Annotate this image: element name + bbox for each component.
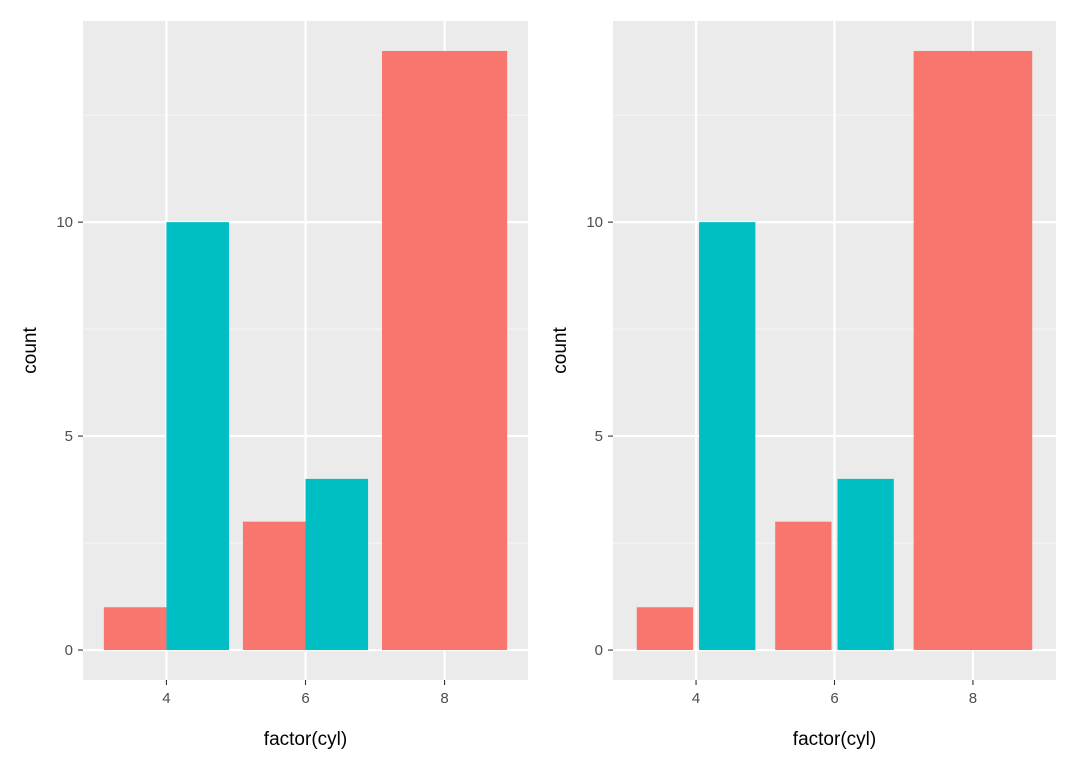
y-axis: 0 5 10 <box>56 214 83 659</box>
bar <box>103 607 167 651</box>
chart-left: 0 5 10 4 6 8 factor(cyl) count <box>20 21 528 750</box>
chart-right: 0 5 10 4 6 8 factor(cyl) count <box>550 21 1056 750</box>
y-tick-label: 0 <box>595 642 603 659</box>
y-tick-label: 0 <box>65 642 73 659</box>
y-tick-label: 5 <box>65 428 73 445</box>
x-axis: 4 6 8 <box>692 680 977 707</box>
x-axis-title: factor(cyl) <box>264 729 347 750</box>
bar <box>166 222 230 651</box>
x-tick-label: 4 <box>162 690 170 707</box>
y-axis-title: count <box>20 327 41 374</box>
x-tick-label: 6 <box>830 690 838 707</box>
bar <box>242 521 306 651</box>
x-axis: 4 6 8 <box>162 680 449 707</box>
y-tick-label: 5 <box>595 428 603 445</box>
y-axis-title: count <box>550 327 571 374</box>
bars <box>103 50 508 651</box>
y-axis: 0 5 10 <box>586 214 613 659</box>
bar <box>305 478 369 651</box>
x-axis-title: factor(cyl) <box>793 729 876 750</box>
x-tick-label: 6 <box>301 690 309 707</box>
bar <box>636 607 694 651</box>
bar <box>913 50 1033 651</box>
bar <box>837 478 894 651</box>
y-tick-label: 10 <box>56 214 73 231</box>
y-tick-label: 10 <box>586 214 603 231</box>
bar <box>775 521 832 651</box>
x-tick-label: 8 <box>440 690 448 707</box>
bar <box>381 50 508 651</box>
bars <box>636 50 1033 651</box>
bar <box>699 222 756 651</box>
x-tick-label: 4 <box>692 690 700 707</box>
x-tick-label: 8 <box>969 690 977 707</box>
